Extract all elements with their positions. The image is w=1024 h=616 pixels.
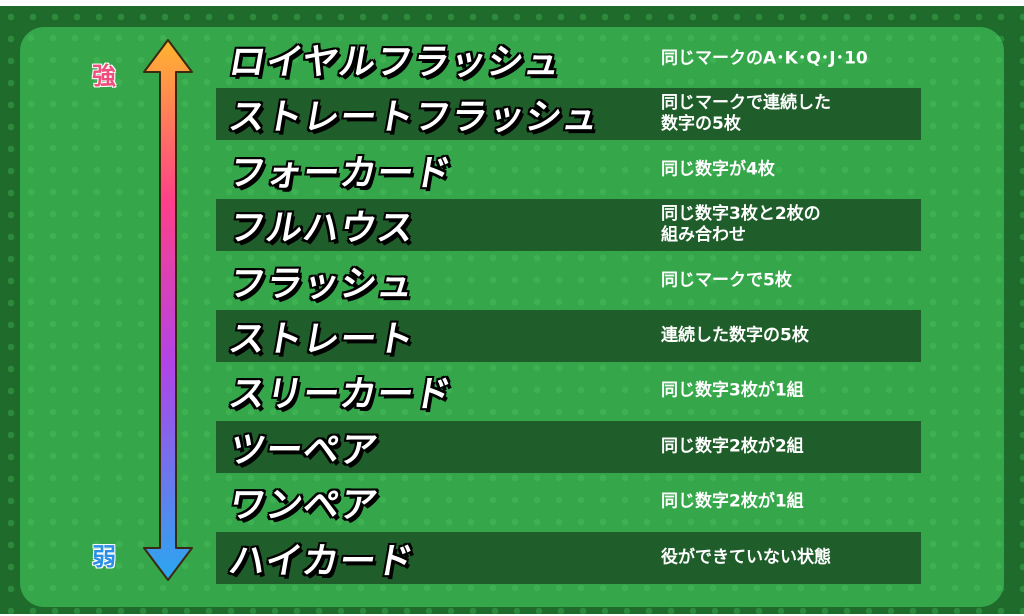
hand-description: 同じ数字2枚が1組 [661,491,804,512]
hand-row: ロイヤルフラッシュ 同じマークのA･K･Q･J･10 [216,33,921,85]
hand-row: フルハウス 同じ数字3枚と2枚の 組み合わせ [216,199,921,252]
hand-description: 同じ数字が4枚 [661,159,775,180]
hand-name: ワンペア [225,485,382,527]
hand-row: ハイカード 役ができていない状態 [216,531,921,584]
weak-label: 弱 [92,543,116,571]
hand-row: スリーカード 同じ数字3枚が1組 [216,365,921,417]
hand-description: 同じ数字3枚が1組 [661,380,804,401]
hand-name: ストレート [225,319,419,360]
hand-description: 同じマークで5枚 [661,270,792,291]
hand-row: フォーカード 同じ数字が4枚 [216,144,921,196]
strong-label: 強 [92,62,116,90]
hand-name: スリーカード [225,374,456,416]
hand-name: フォーカード [225,152,456,194]
hand-description: 同じマークのA･K･Q･J･10 [661,48,868,69]
hand-row: ストレート 連続した数字の5枚 [216,310,921,362]
hand-row: フラッシュ 同じマークで5枚 [216,255,921,307]
hand-description: 連続した数字の5枚 [661,325,809,346]
hand-name: ストレートフラッシュ [225,97,604,139]
hand-description: 役ができていない状態 [661,547,831,568]
hand-row: ワンペア 同じ数字2枚が1組 [216,476,921,528]
hand-name: ハイカード [225,540,418,582]
hand-name: フラッシュ [225,263,419,305]
hand-description: 同じマークで連続した 数字の5枚 [661,93,831,135]
hand-name: ツーペア [225,429,382,471]
hand-row: ツーペア 同じ数字2枚が2組 [216,420,921,473]
strength-arrow-icon [143,39,193,581]
hand-name: ロイヤルフラッシュ [225,42,565,83]
hand-description: 同じ数字3枚と2枚の 組み合わせ [661,204,821,246]
hand-description: 同じ数字2枚が2組 [661,436,804,457]
hand-name: フルハウス [225,208,419,250]
hand-row: ストレートフラッシュ 同じマークで連続した 数字の5枚 [216,88,921,141]
